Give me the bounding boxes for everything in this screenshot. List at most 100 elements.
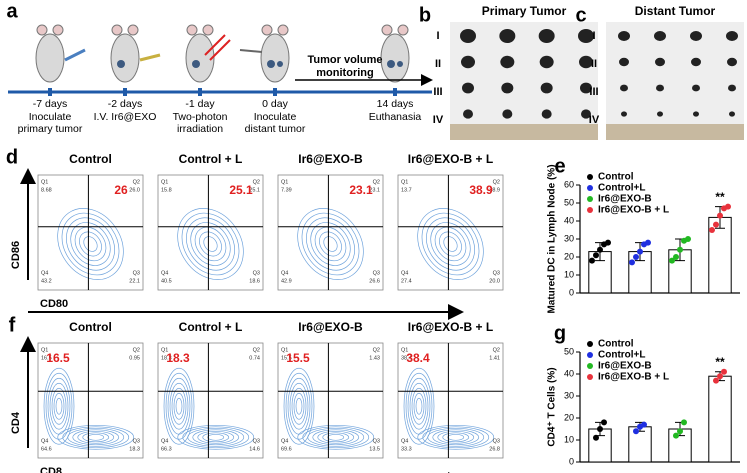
label: I.V. Ir6@EXO xyxy=(94,111,157,123)
quadrant-name: Q2 xyxy=(493,179,500,185)
data-point xyxy=(605,239,611,246)
quadrant-value: 23.1 xyxy=(369,187,380,193)
significance: ** xyxy=(715,355,725,369)
data-point xyxy=(717,373,723,380)
data-point xyxy=(673,432,679,439)
tumor-photo xyxy=(693,111,699,117)
contour xyxy=(163,367,195,445)
legend-label: Ir6@EXO-B xyxy=(598,361,652,372)
quadrant-value: 26.6 xyxy=(369,278,380,284)
data-point xyxy=(589,257,595,264)
contour xyxy=(317,430,355,444)
data-point xyxy=(713,221,719,228)
highlight-value: 25.1 xyxy=(229,183,253,197)
tumor-photo xyxy=(539,55,554,69)
quadrant-name: Q1 xyxy=(401,179,408,185)
contour xyxy=(306,217,355,271)
quadrant-name: Q3 xyxy=(253,438,260,444)
tumor xyxy=(267,60,275,68)
contour xyxy=(411,387,427,425)
tumor-photo xyxy=(499,29,516,43)
quadrant-name: Q3 xyxy=(373,438,380,444)
quadrant-value: 14.6 xyxy=(249,446,260,452)
contour xyxy=(66,217,115,271)
highlight-value: 16.5 xyxy=(46,351,70,365)
label: Primary Tumor xyxy=(482,4,567,18)
contour xyxy=(202,432,230,443)
label: Ir6@EXO-B + L xyxy=(408,320,493,334)
legend-label: Control xyxy=(598,172,634,183)
quadrant-name: Q1 xyxy=(41,347,48,353)
data-point xyxy=(593,434,599,441)
legend-label: Control+L xyxy=(598,350,646,361)
contour xyxy=(422,426,490,449)
label: Control xyxy=(69,320,112,334)
mouse-ear xyxy=(111,24,123,36)
tumor-photo xyxy=(620,84,628,92)
tumor-photo xyxy=(501,82,514,94)
tumor-photo xyxy=(460,29,476,43)
quadrant-value: 27.4 xyxy=(401,278,412,284)
mouse-ear xyxy=(36,24,48,36)
mouse xyxy=(380,24,410,83)
label: Ir6@EXO-B xyxy=(298,320,363,334)
quadrant-value: 26.0 xyxy=(129,187,140,193)
quadrant-value: 1.41 xyxy=(489,355,500,361)
syringe xyxy=(64,48,86,62)
contour xyxy=(297,424,375,450)
contour xyxy=(207,433,225,441)
quadrant-name: Q4 xyxy=(41,438,48,444)
contour xyxy=(403,367,435,445)
y-tick-label: 20 xyxy=(564,251,574,261)
quadrant-value: 0.95 xyxy=(129,355,140,361)
label: distant tumor xyxy=(245,123,306,135)
y-tick-label: 30 xyxy=(564,390,574,400)
label: I xyxy=(592,30,595,42)
contour xyxy=(293,392,305,420)
tumor-photo xyxy=(654,31,666,41)
data-point xyxy=(645,239,651,246)
tumor-photo xyxy=(538,29,555,43)
quadrant-value: 66.3 xyxy=(161,446,172,452)
quadrant-value: 43.2 xyxy=(41,278,52,284)
contour xyxy=(199,231,222,257)
contour xyxy=(283,367,315,445)
mouse-body xyxy=(260,33,290,83)
quadrant-value: 26.8 xyxy=(489,446,500,452)
mouse-ear xyxy=(52,24,64,36)
contour xyxy=(312,429,360,446)
mouse-ear xyxy=(381,24,393,36)
contour xyxy=(447,433,465,441)
quadrant-name: Q3 xyxy=(253,270,260,276)
quadrant-name: Q1 xyxy=(281,347,288,353)
label: IV xyxy=(433,114,444,126)
label: CD8 xyxy=(40,466,62,473)
label: -2 days xyxy=(108,98,142,110)
tumor-photo xyxy=(692,84,700,92)
y-tick-label: 60 xyxy=(564,179,574,189)
contour xyxy=(295,397,303,415)
label: Matured DC in Lymph Node (%) xyxy=(547,164,558,313)
tumor-photo xyxy=(621,111,627,117)
quadrant-name: Q2 xyxy=(253,347,260,353)
quadrant-value: 69.6 xyxy=(281,446,292,452)
quadrant-name: Q2 xyxy=(373,347,380,353)
quadrant-name: Q4 xyxy=(281,270,288,276)
contour xyxy=(301,212,360,276)
label: Ir6@EXO-B xyxy=(298,152,363,166)
data-point xyxy=(709,227,715,233)
contour xyxy=(82,432,110,443)
contour xyxy=(79,231,102,257)
contour xyxy=(421,212,480,276)
tumor-photo xyxy=(656,84,664,92)
quadrant-value: 7.39 xyxy=(281,187,292,193)
tumor-photo xyxy=(657,111,663,117)
data-point xyxy=(597,246,603,253)
highlight-value: 38.4 xyxy=(406,351,430,365)
contour xyxy=(171,387,187,425)
quadrant-value: 40.5 xyxy=(161,278,172,284)
data-point xyxy=(633,254,639,260)
y-tick-label: 20 xyxy=(564,412,574,422)
mouse-body xyxy=(110,33,140,83)
quadrant-value: 64.6 xyxy=(41,446,52,452)
